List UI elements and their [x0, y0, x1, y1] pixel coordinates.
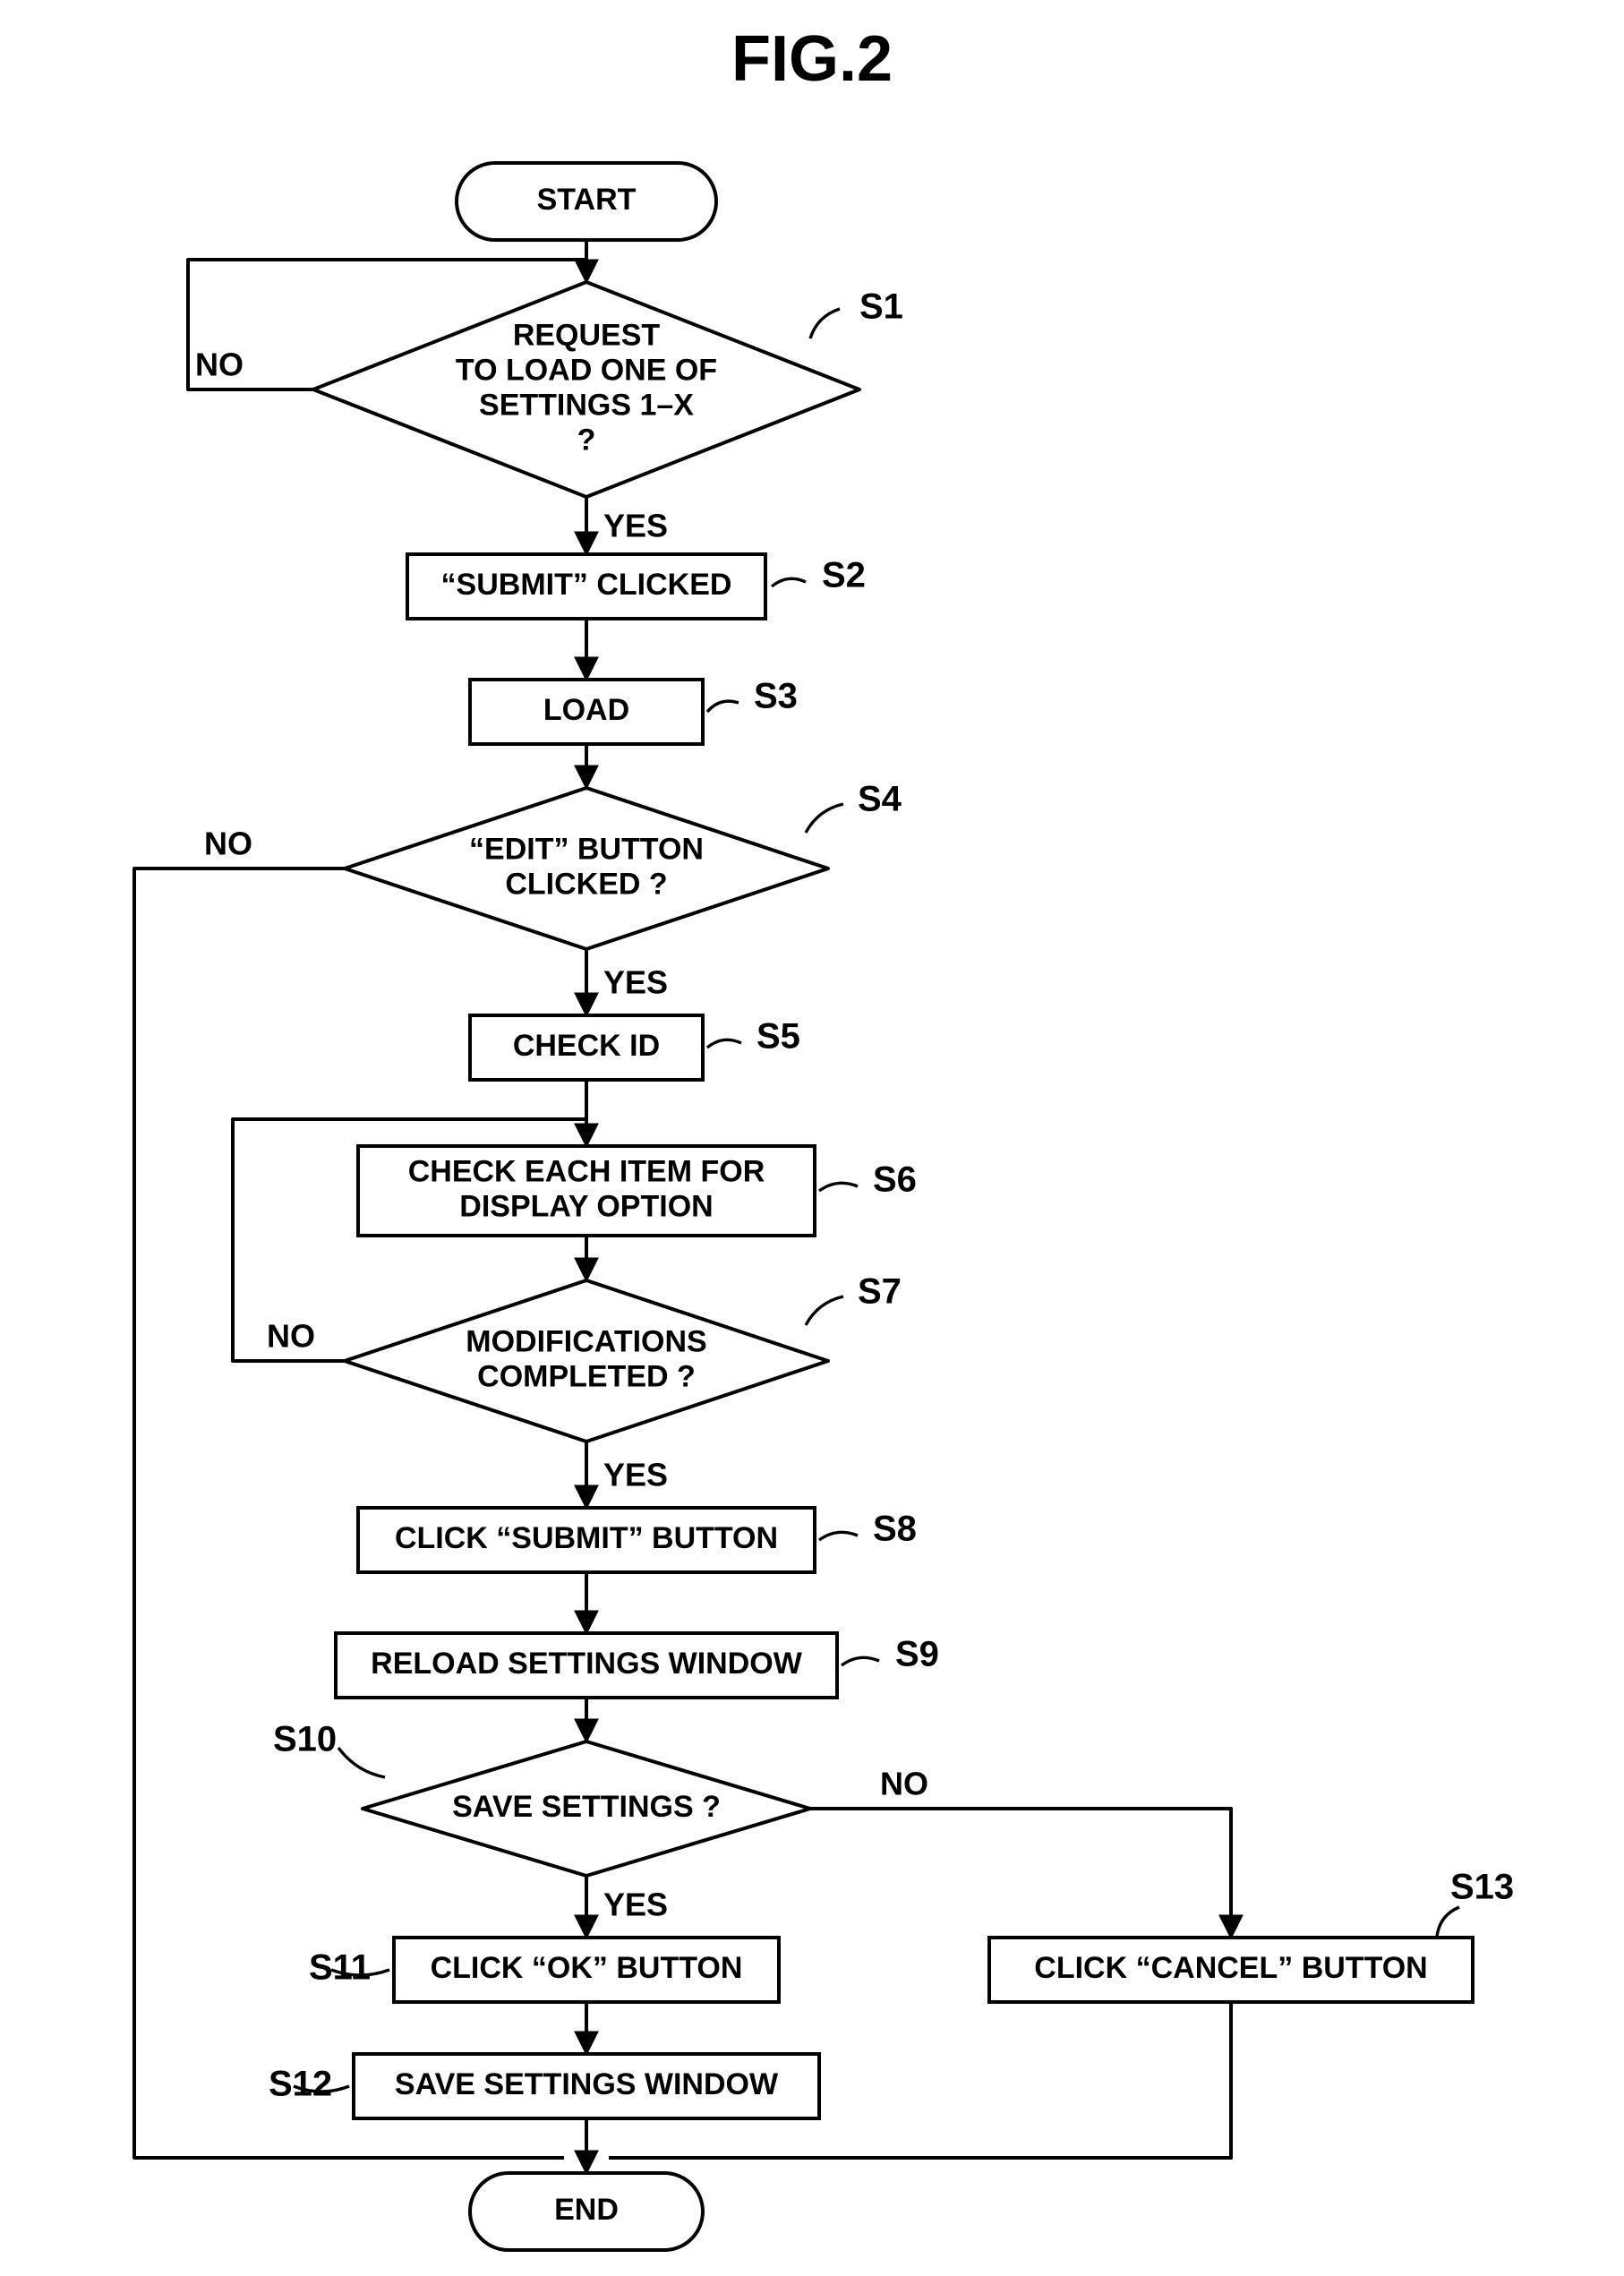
- node-text: CLICK “SUBMIT” BUTTON: [395, 1521, 778, 1555]
- node-s5: CHECK ID: [470, 1015, 703, 1080]
- step-label: S9: [895, 1635, 939, 1674]
- node-text: RELOAD SETTINGS WINDOW: [371, 1647, 803, 1681]
- node-start: START: [457, 163, 716, 240]
- step-label: S13: [1450, 1868, 1514, 1907]
- node-text: REQUEST: [513, 318, 661, 352]
- node-s6: CHECK EACH ITEM FORDISPLAY OPTION: [358, 1146, 815, 1236]
- edge-label: YES: [603, 1457, 668, 1493]
- node-text: COMPLETED ?: [477, 1360, 696, 1394]
- node-text: LOAD: [543, 693, 629, 727]
- node-s10: SAVE SETTINGS ?: [363, 1741, 810, 1876]
- node-text: CLICK “OK” BUTTON: [431, 1951, 743, 1985]
- node-text: CLICKED ?: [505, 868, 667, 902]
- node-s13: CLICK “CANCEL” BUTTON: [989, 1938, 1473, 2002]
- edge-label: NO: [880, 1766, 928, 1802]
- node-s2: “SUBMIT” CLICKED: [407, 554, 765, 619]
- step-label: S11: [309, 1948, 371, 1988]
- node-text: DISPLAY OPTION: [459, 1190, 713, 1224]
- node-s8: CLICK “SUBMIT” BUTTON: [358, 1508, 815, 1572]
- step-label: S10: [273, 1720, 337, 1759]
- step-label: S8: [873, 1510, 917, 1549]
- node-text: “EDIT” BUTTON: [469, 832, 704, 866]
- node-text: START: [537, 183, 637, 217]
- node-s3: LOAD: [470, 680, 703, 744]
- step-label: S6: [873, 1160, 917, 1200]
- step-label: S5: [756, 1017, 800, 1057]
- node-s7: MODIFICATIONSCOMPLETED ?: [345, 1280, 828, 1442]
- node-text: TO LOAD ONE OF: [456, 353, 717, 387]
- node-text: CHECK EACH ITEM FOR: [408, 1154, 765, 1188]
- node-s11: CLICK “OK” BUTTON: [394, 1938, 779, 2002]
- node-end: END: [470, 2173, 703, 2250]
- edge-label: YES: [603, 508, 668, 544]
- node-text: ?: [577, 424, 596, 458]
- node-text: SAVE SETTINGS WINDOW: [395, 2067, 779, 2101]
- step-label: S12: [269, 2065, 332, 2104]
- edge-label: NO: [267, 1318, 315, 1355]
- node-s4: “EDIT” BUTTONCLICKED ?: [345, 788, 828, 949]
- edge-label: YES: [603, 1887, 668, 1923]
- node-text: SAVE SETTINGS ?: [452, 1790, 721, 1824]
- edge-label: NO: [204, 826, 252, 862]
- step-label: S1: [859, 287, 903, 327]
- edge: [810, 1809, 1231, 1938]
- node-text: SETTINGS 1–X: [479, 389, 694, 423]
- step-label: S3: [754, 677, 798, 716]
- node-text: MODIFICATIONS: [466, 1324, 706, 1358]
- node-s9: RELOAD SETTINGS WINDOW: [336, 1633, 837, 1698]
- node-text: CLICK “CANCEL” BUTTON: [1034, 1951, 1427, 1985]
- node-text: “SUBMIT” CLICKED: [441, 568, 732, 602]
- figure-title: FIG.2: [731, 23, 893, 95]
- node-text: END: [554, 2193, 619, 2227]
- node-s12: SAVE SETTINGS WINDOW: [354, 2054, 819, 2118]
- node-s1: REQUESTTO LOAD ONE OFSETTINGS 1–X?: [313, 282, 859, 497]
- edge-label: NO: [195, 347, 244, 383]
- step-label: S4: [858, 780, 902, 819]
- step-label: S2: [822, 556, 866, 595]
- edge-label: YES: [603, 964, 668, 1001]
- node-text: CHECK ID: [513, 1029, 660, 1063]
- step-label: S7: [858, 1272, 902, 1312]
